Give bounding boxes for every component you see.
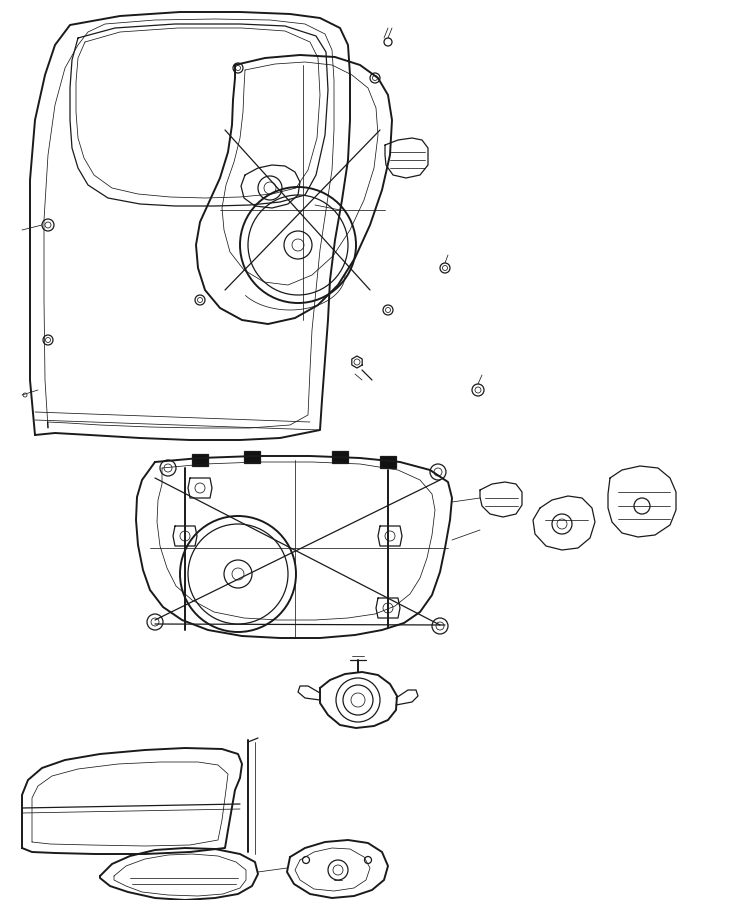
Bar	[332, 451, 348, 463]
Bar	[192, 454, 208, 466]
Bar	[380, 456, 396, 468]
Bar	[244, 451, 260, 463]
